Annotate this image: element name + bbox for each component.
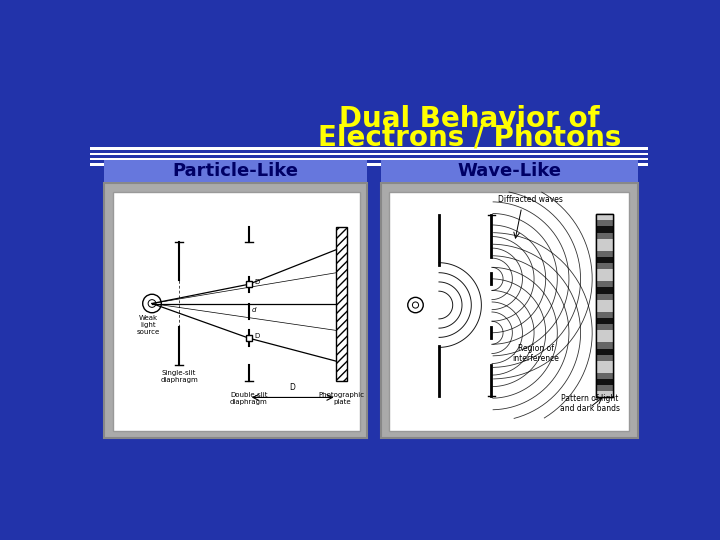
Text: Particle-Like: Particle-Like [173,162,299,180]
Bar [246,335,252,341]
Bar [381,183,638,438]
Bar [596,251,613,257]
Bar [596,245,613,251]
Text: Single-slit
diaphragm: Single-slit diaphragm [161,370,198,383]
Bar [90,147,648,150]
Text: Pattern of light
and dark bands: Pattern of light and dark bands [560,394,620,413]
Bar [596,287,613,294]
Bar [596,342,613,349]
Bar [596,312,613,318]
Bar [596,269,613,275]
Bar [596,294,613,300]
Bar [596,226,613,233]
Bar [596,214,613,397]
Bar [104,160,367,182]
Bar [90,164,648,166]
Circle shape [408,298,423,313]
Bar [596,318,613,324]
Circle shape [143,294,161,313]
Bar [596,330,613,336]
Text: D: D [254,279,259,285]
Text: D: D [289,383,296,391]
Text: Electrons / Photons: Electrons / Photons [318,124,621,152]
Bar [596,379,613,385]
Bar [596,355,613,361]
Bar [389,192,629,430]
Bar [596,214,613,397]
Bar [596,349,613,355]
Bar [596,257,613,263]
Bar [596,306,613,312]
Text: Weak
light
source: Weak light source [137,315,160,335]
Bar [596,367,613,373]
Bar [90,153,648,155]
Bar [596,263,613,269]
Bar [596,220,613,226]
Bar [596,392,613,397]
Bar [113,192,360,430]
Text: Photographic
plate: Photographic plate [319,392,365,404]
Bar [596,233,613,239]
Text: Region of
interference: Region of interference [512,344,559,363]
Bar [596,373,613,379]
Text: D: D [254,333,259,339]
Bar [596,275,613,281]
Text: d: d [252,307,256,313]
Bar [596,361,613,367]
Bar [596,300,613,306]
Bar [596,214,613,220]
Text: Diffracted waves: Diffracted waves [498,195,562,204]
Bar [596,239,613,245]
Text: Double-slit
diaphragm: Double-slit diaphragm [230,392,268,404]
Bar [381,160,638,182]
Bar [596,336,613,342]
Bar [596,281,613,287]
Bar [336,226,347,381]
Bar [596,324,613,330]
Bar [246,281,252,287]
Text: Dual Behavior of: Dual Behavior of [339,105,600,133]
Text: Wave-Like: Wave-Like [457,162,562,180]
Bar [90,158,648,160]
Bar [596,385,613,392]
Bar [104,183,367,438]
